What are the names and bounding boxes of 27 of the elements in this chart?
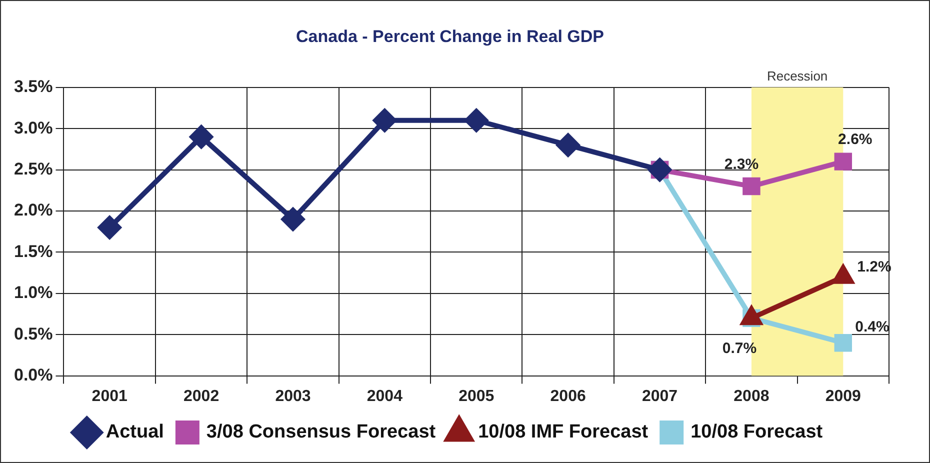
x-tick-label: 2005 bbox=[458, 388, 494, 405]
y-tick-label: 0.5% bbox=[14, 324, 53, 344]
data-label: 2.3% bbox=[724, 156, 759, 173]
y-tick-label: 1.0% bbox=[14, 283, 53, 302]
y-tick-label: 3.0% bbox=[14, 118, 53, 138]
x-tick-label: 2004 bbox=[366, 388, 403, 405]
data-label: 0.7% bbox=[722, 340, 757, 357]
x-tick-label: 2007 bbox=[642, 388, 678, 405]
legend-label: 3/08 Consensus Forecast bbox=[206, 422, 436, 443]
y-tick-label: 1.5% bbox=[14, 242, 53, 261]
chart-title: Canada - Percent Change in Real GDP bbox=[296, 26, 604, 46]
legend-label: 10/08 IMF Forecast bbox=[478, 422, 649, 443]
x-tick-label: 2006 bbox=[550, 388, 586, 405]
data-label: 0.4% bbox=[855, 318, 890, 336]
x-tick-label: 2001 bbox=[92, 388, 128, 405]
band-label: Recession bbox=[766, 68, 828, 84]
legend-label: 10/08 Forecast bbox=[690, 422, 824, 443]
legend-label: Actual bbox=[106, 422, 164, 443]
x-tick-label: 2008 bbox=[734, 388, 770, 405]
y-tick-label: 2.5% bbox=[14, 159, 53, 178]
y-tick-label: 3.5% bbox=[14, 77, 53, 96]
x-tick-label: 2009 bbox=[825, 388, 862, 405]
data-label: 2.6% bbox=[838, 131, 872, 148]
y-tick-label: 0.0% bbox=[14, 365, 53, 384]
x-tick-label: 2003 bbox=[275, 388, 311, 405]
x-tick-label: 2002 bbox=[183, 388, 220, 405]
y-tick-label: 2.0% bbox=[14, 200, 53, 220]
